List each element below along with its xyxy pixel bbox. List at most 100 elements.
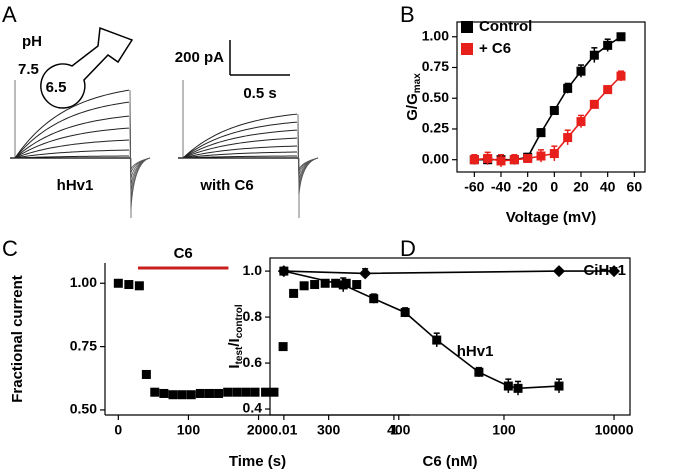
- annotation-label: C6: [174, 245, 193, 262]
- current-trace: [14, 89, 130, 159]
- current-trace: [182, 137, 298, 159]
- data-point: [124, 280, 134, 290]
- x-tick-label: 0.01: [270, 422, 297, 438]
- data-point: [320, 278, 330, 288]
- data-point: [279, 266, 289, 276]
- current-trace: [182, 121, 298, 159]
- x-tick-label: -40: [491, 179, 511, 195]
- tail-current: [129, 115, 151, 194]
- data-point: [554, 381, 564, 391]
- data-point: [603, 40, 613, 50]
- trace-label: hHv1: [57, 177, 94, 194]
- tail-current: [297, 129, 319, 185]
- data-point: [616, 71, 626, 81]
- y-tick-label: 0.75: [422, 58, 449, 74]
- flask-icon: [40, 26, 134, 109]
- y-tick-label: 1.00: [70, 274, 97, 290]
- ph-inner: 6.5: [46, 79, 67, 96]
- x-tick-label: 200: [247, 422, 271, 438]
- tail-current: [297, 145, 319, 176]
- data-point: [576, 117, 586, 127]
- y-tick-label: 0.50: [422, 89, 449, 105]
- data-point: [536, 151, 546, 161]
- y-axis-label-part: /I: [226, 338, 243, 346]
- y-axis-label-subscript: test: [234, 346, 245, 364]
- data-point: [150, 387, 160, 397]
- series-label: CiHv1: [583, 262, 626, 279]
- x-axis-label: Voltage (mV): [506, 209, 597, 226]
- data-point: [232, 387, 242, 397]
- data-point: [608, 265, 621, 278]
- panel-label: D: [400, 236, 416, 261]
- panel-label: B: [400, 2, 415, 27]
- data-point: [250, 387, 260, 397]
- plot-frame: [269, 257, 631, 416]
- tail-current: [129, 149, 151, 173]
- data-point: [432, 335, 442, 345]
- data-point: [141, 369, 151, 379]
- data-point: [159, 388, 169, 398]
- fit-line: [283, 270, 615, 275]
- data-point: [168, 390, 178, 400]
- legend-label: Control: [479, 18, 532, 35]
- data-point: [536, 128, 546, 138]
- current-trace: [182, 155, 298, 159]
- x-tick-label: 40: [600, 179, 616, 195]
- y-tick-label: 1.00: [422, 27, 449, 43]
- fit-line: [474, 75, 622, 162]
- data-point: [186, 390, 196, 400]
- current-trace: [14, 101, 130, 159]
- data-point: [603, 85, 613, 95]
- current-trace: [14, 139, 130, 159]
- y-axis-label: Fractional current: [9, 275, 26, 403]
- ph-label: pH: [22, 33, 42, 50]
- x-tick-label: -60: [464, 179, 484, 195]
- data-point: [616, 32, 626, 42]
- y-axis-label: Itest/Icontrol: [226, 304, 245, 368]
- data-point: [269, 387, 279, 397]
- x-tick-label: 20: [573, 179, 589, 195]
- y-axis-label-part: I: [226, 364, 243, 368]
- plot-frame: [456, 21, 646, 173]
- current-trace: [182, 145, 298, 159]
- y-axis-label-subscript: max: [412, 73, 423, 93]
- y-tick-label: 0.4: [243, 400, 263, 416]
- data-point: [223, 387, 233, 397]
- current-trace: [14, 127, 130, 159]
- current-trace: [14, 115, 130, 159]
- data-point: [204, 388, 214, 398]
- current-traces: [10, 80, 319, 218]
- series-label: hHv1: [457, 343, 494, 360]
- y-tick-label: 1.0: [243, 262, 263, 278]
- trace-label: with C6: [199, 177, 253, 194]
- tail-current: [129, 101, 151, 202]
- x-tick-label: 100: [492, 422, 516, 438]
- data-point: [563, 83, 573, 93]
- tail-current: [297, 121, 319, 190]
- data-point: [496, 156, 506, 166]
- data-point: [400, 307, 410, 317]
- ph-outer: 7.5: [18, 61, 39, 78]
- data-point: [289, 288, 299, 298]
- data-point: [589, 50, 599, 60]
- current-trace: [182, 113, 298, 159]
- fit-line: [283, 270, 560, 390]
- data-point: [523, 153, 533, 163]
- y-tick-label: 0.75: [70, 337, 97, 353]
- tail-current: [297, 113, 319, 195]
- data-point: [549, 149, 559, 159]
- panel-label: A: [2, 2, 17, 27]
- data-point: [369, 294, 379, 304]
- x-tick-label: 100: [177, 422, 201, 438]
- x-axis-label: C6 (nM): [423, 453, 478, 470]
- data-point: [503, 381, 513, 391]
- data-point: [589, 99, 599, 109]
- y-tick-label: 0.00: [422, 150, 449, 166]
- x-tick-label: 60: [627, 179, 643, 195]
- x-tick-label: 0: [114, 422, 122, 438]
- scale-current: 200 pA: [175, 49, 224, 66]
- y-tick-label: 0.6: [243, 354, 263, 370]
- data-point: [513, 383, 523, 393]
- current-trace: [182, 129, 298, 159]
